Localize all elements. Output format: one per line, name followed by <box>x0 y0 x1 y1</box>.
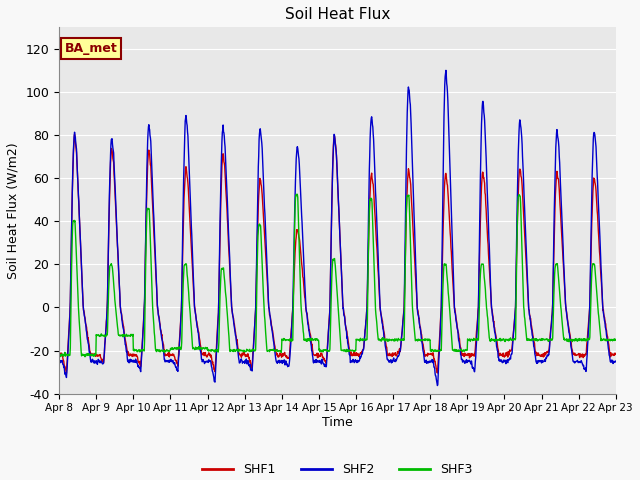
SHF1 <box>612 351 620 357</box>
Line: SHF2: SHF2 <box>59 71 616 385</box>
Line: SHF1: SHF1 <box>59 134 616 373</box>
Text: BA_met: BA_met <box>65 42 117 55</box>
SHF2 <box>497 357 505 363</box>
SHF3 <box>179 279 187 285</box>
SHF2 <box>166 357 173 363</box>
SHF3 <box>242 349 250 355</box>
SHF2 <box>55 358 63 363</box>
Y-axis label: Soil Heat Flux (W/m2): Soil Heat Flux (W/m2) <box>7 142 20 279</box>
SHF2 <box>612 359 620 364</box>
SHF3 <box>547 337 554 343</box>
Line: SHF3: SHF3 <box>59 194 616 357</box>
SHF1 <box>166 351 174 357</box>
SHF3 <box>425 337 433 343</box>
SHF2 <box>433 383 441 388</box>
SHF2 <box>442 68 450 73</box>
SHF2 <box>424 359 431 365</box>
X-axis label: Time: Time <box>322 416 353 429</box>
SHF1 <box>497 352 505 358</box>
SHF3 <box>55 353 63 359</box>
SHF1 <box>425 351 433 357</box>
SHF2 <box>241 358 249 363</box>
SHF2 <box>547 335 554 340</box>
SHF3 <box>166 348 173 354</box>
SHF1 <box>71 132 79 137</box>
SHF3 <box>497 336 505 342</box>
Legend: SHF1, SHF2, SHF3: SHF1, SHF2, SHF3 <box>197 458 478 480</box>
SHF1 <box>63 371 70 376</box>
SHF1 <box>242 352 250 358</box>
SHF2 <box>179 216 187 222</box>
SHF3 <box>81 354 89 360</box>
SHF1 <box>180 211 188 217</box>
SHF3 <box>293 191 301 197</box>
Title: Soil Heat Flux: Soil Heat Flux <box>285 7 390 22</box>
SHF3 <box>612 337 620 343</box>
SHF1 <box>547 330 554 336</box>
SHF1 <box>55 351 63 357</box>
